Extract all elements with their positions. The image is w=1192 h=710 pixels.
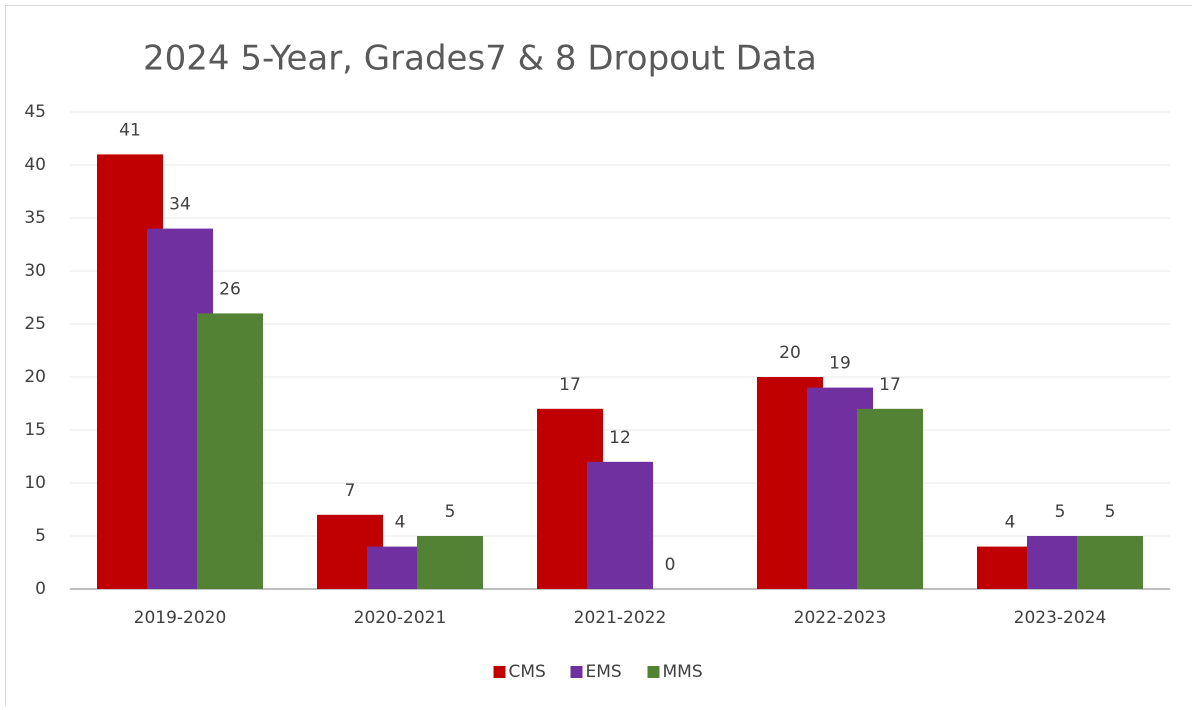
data-label: 26 bbox=[219, 279, 241, 299]
bar bbox=[587, 462, 653, 589]
bar bbox=[197, 313, 263, 589]
bar bbox=[857, 409, 923, 589]
y-tick-label: 35 bbox=[24, 208, 46, 228]
x-tick-label: 2022-2023 bbox=[794, 608, 887, 628]
y-tick-label: 10 bbox=[24, 473, 46, 493]
data-label: 5 bbox=[445, 502, 456, 522]
legend-swatch bbox=[648, 666, 660, 678]
data-label: 5 bbox=[1105, 502, 1116, 522]
y-tick-label: 45 bbox=[24, 102, 46, 122]
chart-title: 2024 5-Year, Grades7 & 8 Dropout Data bbox=[143, 39, 817, 79]
data-label: 34 bbox=[169, 195, 191, 215]
data-label: 19 bbox=[829, 354, 851, 374]
data-label: 7 bbox=[345, 481, 356, 501]
x-tick-label: 2021-2022 bbox=[574, 608, 667, 628]
x-tick-label: 2023-2024 bbox=[1014, 608, 1107, 628]
bar bbox=[1077, 536, 1143, 589]
data-label: 20 bbox=[779, 343, 801, 363]
y-tick-label: 30 bbox=[24, 261, 46, 281]
data-label: 41 bbox=[119, 120, 141, 140]
data-label: 17 bbox=[559, 375, 581, 395]
y-tick-label: 40 bbox=[24, 155, 46, 175]
data-label: 12 bbox=[609, 428, 631, 448]
data-label: 5 bbox=[1055, 502, 1066, 522]
y-tick-label: 20 bbox=[24, 367, 46, 387]
legend-swatch bbox=[494, 666, 506, 678]
legend-label: MMS bbox=[663, 662, 703, 682]
data-label: 4 bbox=[1005, 513, 1016, 533]
y-tick-label: 0 bbox=[35, 579, 46, 599]
legend-swatch bbox=[571, 666, 583, 678]
data-label: 4 bbox=[395, 513, 406, 533]
y-tick-label: 15 bbox=[24, 420, 46, 440]
bar bbox=[417, 536, 483, 589]
legend-label: CMS bbox=[509, 662, 546, 682]
data-label: 0 bbox=[665, 555, 676, 575]
y-tick-label: 5 bbox=[35, 526, 46, 546]
x-tick-label: 2020-2021 bbox=[354, 608, 447, 628]
data-label: 17 bbox=[879, 375, 901, 395]
y-tick-label: 25 bbox=[24, 314, 46, 334]
legend-label: EMS bbox=[586, 662, 622, 682]
x-tick-label: 2019-2020 bbox=[134, 608, 227, 628]
